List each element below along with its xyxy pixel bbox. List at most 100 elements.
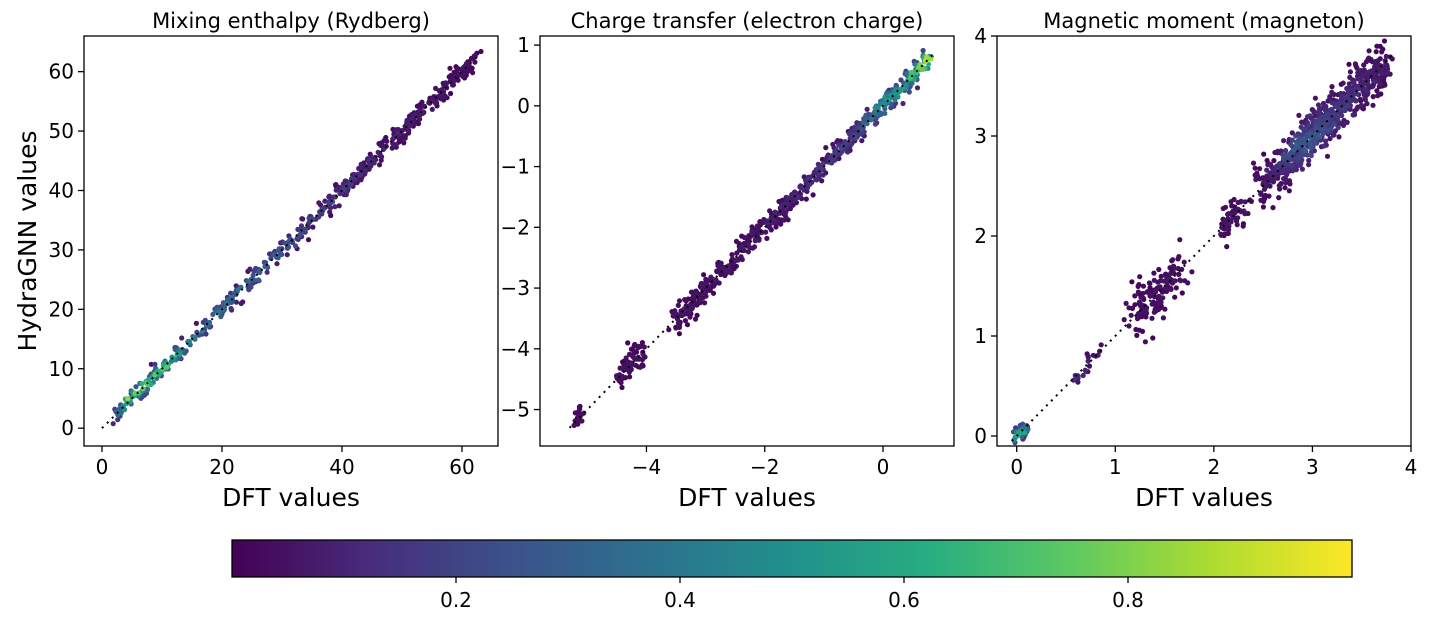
y-tick-label: −2: [501, 215, 530, 239]
data-point: [448, 90, 454, 97]
data-point: [238, 300, 244, 307]
data-point: [795, 194, 801, 201]
data-point: [1364, 70, 1370, 76]
data-point: [1291, 147, 1297, 153]
x-axis-label: DFT values: [1135, 483, 1273, 512]
data-point: [1252, 165, 1258, 171]
data-point: [250, 272, 256, 278]
data-point: [676, 298, 683, 304]
data-point: [1132, 293, 1138, 299]
data-point: [1160, 315, 1166, 321]
y-ticks: −5 −4 −3 −2 −1 0 1: [501, 33, 540, 422]
data-point: [782, 210, 788, 216]
data-point: [1327, 116, 1333, 122]
data-point: [906, 89, 912, 95]
data-point: [329, 199, 336, 205]
data-point: [684, 322, 691, 328]
data-point: [1327, 107, 1333, 113]
y-tick-label: 0: [61, 416, 74, 440]
data-point: [681, 306, 687, 312]
data-point: [872, 121, 879, 127]
data-point: [1363, 59, 1369, 65]
data-point: [1157, 284, 1163, 290]
data-point: [1258, 197, 1264, 203]
data-point: [738, 254, 744, 260]
data-point: [1138, 303, 1144, 309]
data-point: [1335, 125, 1341, 131]
data-point: [676, 331, 683, 337]
data-point: [444, 80, 450, 86]
data-point: [764, 235, 770, 241]
data-point: [1288, 142, 1294, 148]
data-point: [928, 56, 934, 62]
data-point: [691, 296, 697, 302]
data-point: [828, 158, 834, 164]
x-tick-label: −2: [750, 455, 779, 479]
data-point: [1373, 49, 1379, 55]
data-point: [741, 234, 747, 240]
data-point: [1317, 134, 1323, 140]
y-tick-label: 0: [517, 94, 530, 118]
data-point: [1306, 123, 1312, 129]
x-tick-label: 2: [1207, 455, 1220, 479]
data-point: [1224, 244, 1230, 250]
data-point: [1280, 169, 1286, 175]
data-point: [1354, 65, 1360, 71]
data-point: [625, 340, 631, 346]
data-point: [740, 243, 746, 249]
data-point: [1293, 133, 1299, 139]
colorbar-gradient: [231, 539, 1353, 578]
data-point: [848, 128, 854, 134]
y-axis-label: HydraGNN values: [13, 130, 42, 351]
data-point: [631, 343, 637, 349]
x-ticks: 0 1 2 3 4: [1010, 446, 1417, 479]
data-point: [419, 99, 425, 105]
data-point: [125, 396, 131, 402]
data-point: [871, 110, 878, 116]
data-point: [1151, 277, 1157, 283]
data-point: [920, 66, 926, 73]
data-point: [1350, 112, 1356, 118]
data-point: [132, 390, 138, 396]
data-point: [1378, 70, 1384, 76]
data-point: [332, 204, 338, 210]
data-point: [1142, 339, 1148, 345]
data-point: [687, 314, 693, 320]
data-point: [432, 100, 438, 106]
data-point: [1377, 81, 1383, 87]
data-point: [1374, 88, 1380, 94]
data-point: [1339, 93, 1345, 99]
data-point: [1148, 293, 1154, 299]
data-point: [1270, 205, 1276, 211]
panel-charge-transfer: Charge transfer (electron charge) −4 −2 0 …: [501, 9, 955, 512]
data-point: [1383, 53, 1389, 60]
data-point: [1382, 82, 1388, 88]
data-point: [773, 224, 779, 230]
data-point: [1126, 305, 1132, 311]
data-point: [692, 316, 699, 322]
data-point: [1138, 294, 1144, 300]
data-point: [810, 192, 816, 198]
colorbar-tick-label: 0.8: [1112, 588, 1144, 612]
x-axis-label: DFT values: [222, 483, 360, 512]
panel-title: Mixing enthalpy (Rydberg): [152, 9, 430, 33]
data-point: [1176, 271, 1182, 277]
data-point: [670, 313, 676, 319]
data-point: [1132, 302, 1138, 308]
data-point: [376, 162, 383, 168]
data-point: [1229, 203, 1235, 209]
data-point: [1129, 279, 1135, 285]
data-point: [838, 145, 845, 151]
data-point: [1126, 323, 1132, 329]
data-point: [389, 145, 395, 151]
data-point: [462, 71, 468, 77]
panel-magnetic-moment: Magnetic moment (magneton) 0 1 2 3 4 0 1 2 3 4 D…: [974, 9, 1417, 512]
data-point: [1287, 181, 1293, 187]
data-point: [705, 283, 711, 289]
data-point: [139, 381, 145, 387]
data-point: [264, 269, 270, 275]
data-point: [1308, 149, 1315, 155]
data-point: [1352, 61, 1358, 67]
panel-mixing-enthalpy: Mixing enthalpy (Rydberg) 0 20 40 60 0 10 20 3…: [13, 9, 499, 512]
data-point: [115, 412, 121, 418]
